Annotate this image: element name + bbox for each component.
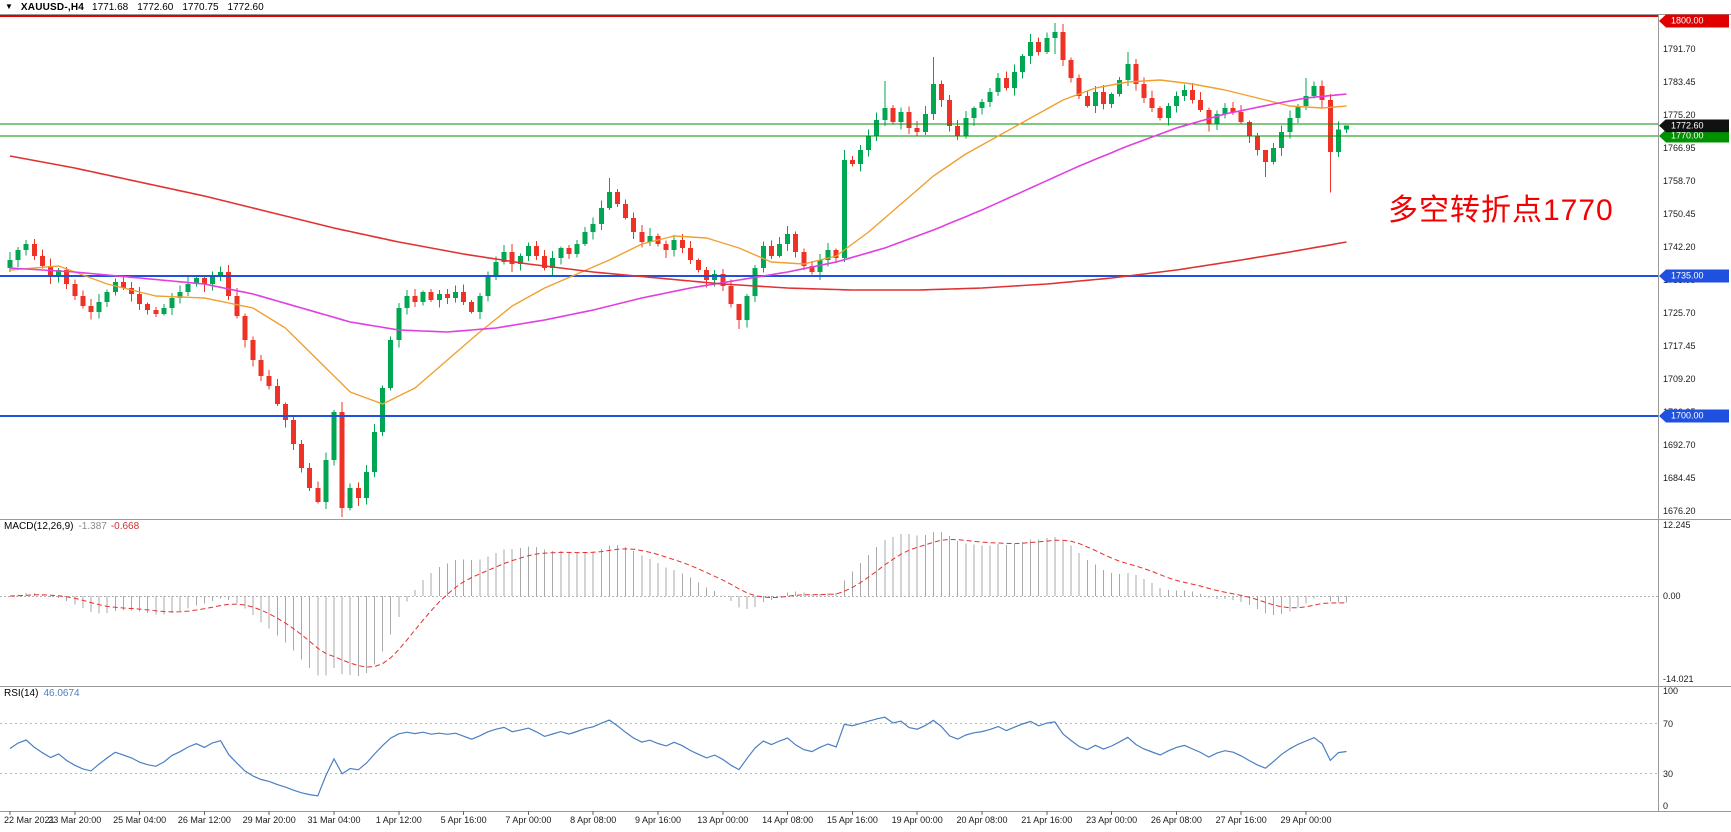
horizontal-lines: [0, 15, 1658, 417]
macd-main-value: -1.387: [78, 521, 107, 532]
macd-name: MACD(12,26,9): [4, 521, 74, 532]
open-value: 1771.68: [92, 1, 129, 13]
ma-fast-line: [9, 79, 1347, 405]
rsi-line: [9, 716, 1347, 797]
time-axis[interactable]: [0, 811, 1658, 832]
annotation-text: 多空转折点1770: [1388, 194, 1614, 227]
macd-indicator-label: MACD(12,26,9) -1.387 -0.668: [4, 521, 139, 532]
macd-signal-line: [9, 538, 1347, 668]
rsi-indicator-label: RSI(14) 46.0674: [4, 688, 80, 699]
low-value: 1770.75: [182, 1, 219, 13]
close-value: 1772.60: [227, 1, 264, 13]
macd-histogram: [17, 531, 1347, 677]
one-click-trading-icon[interactable]: ▼: [5, 2, 13, 11]
rsi-value: 46.0674: [43, 688, 80, 699]
high-value: 1772.60: [137, 1, 174, 13]
ohlc-bar: ▼ XAUUSD-,H4 1771.68 1772.60 1770.75 177…: [0, 0, 1731, 14]
ma-slow-line: [9, 155, 1347, 291]
symbol-period-label: XAUUSD-,H4: [20, 1, 85, 13]
candles-layer: [7, 22, 1349, 517]
pane-separators: [0, 14, 1731, 812]
ma-mid-line: [9, 93, 1347, 333]
price-axis[interactable]: [1659, 14, 1731, 811]
time-axis-ticks: [9, 811, 1307, 815]
ohlc-values: 1771.68 1772.60 1770.75 1772.60: [92, 2, 264, 13]
macd-signal-value: -0.668: [110, 521, 140, 532]
rsi-name: RSI(14): [4, 688, 39, 699]
